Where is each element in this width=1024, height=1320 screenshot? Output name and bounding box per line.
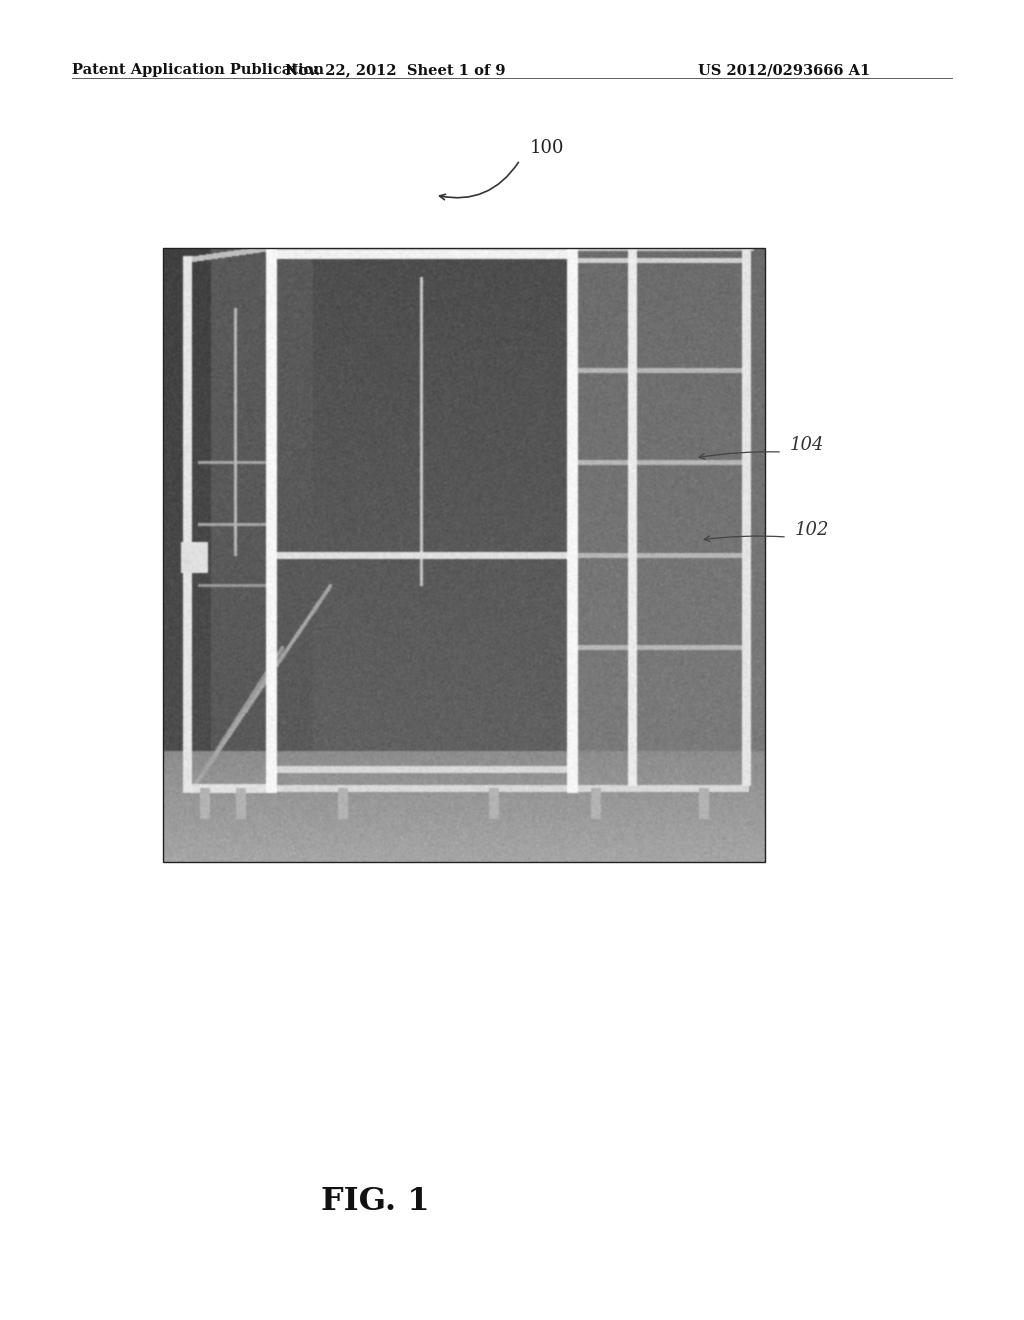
Text: 104: 104 (790, 436, 824, 454)
Bar (163, 248, 765, 862)
Text: Nov. 22, 2012  Sheet 1 of 9: Nov. 22, 2012 Sheet 1 of 9 (285, 63, 505, 77)
Text: FIG. 1: FIG. 1 (321, 1187, 429, 1217)
Text: Patent Application Publication: Patent Application Publication (72, 63, 324, 77)
Text: US 2012/0293666 A1: US 2012/0293666 A1 (698, 63, 870, 77)
Text: 100: 100 (530, 139, 564, 157)
Text: 102: 102 (795, 521, 829, 539)
